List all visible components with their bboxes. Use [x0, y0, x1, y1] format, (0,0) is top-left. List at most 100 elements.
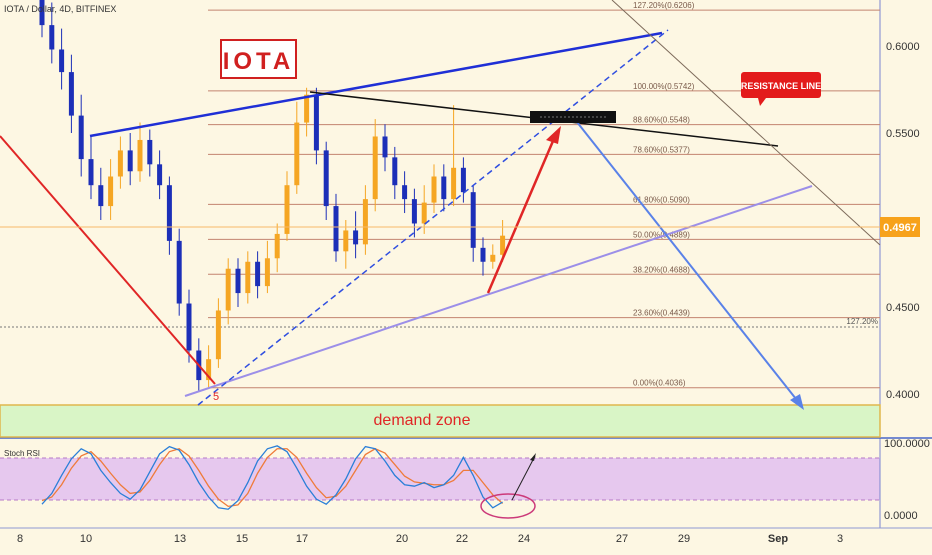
downtrend-line — [0, 135, 216, 385]
candle-body — [441, 176, 447, 200]
fib-level-label: 61.80%(0.5090) — [633, 195, 690, 204]
fib-127-offset-label: 127.20% — [846, 317, 878, 326]
candle-body — [127, 150, 133, 172]
fib-level-label: 23.60%(0.4439) — [633, 309, 690, 318]
candle-body — [206, 359, 212, 381]
candle-body — [264, 258, 270, 287]
time-tick-label: 24 — [518, 533, 530, 545]
stoch-up-arrow — [511, 455, 536, 501]
stoch-band — [0, 458, 880, 500]
axis-layer: 0.6000 0.5500 0.4500 0.4000 100.0000 0.0000 8 1… — [17, 41, 930, 545]
demand-zone-label: demand zone — [374, 412, 471, 429]
time-tick-label: 15 — [236, 533, 248, 545]
candle-body — [372, 136, 378, 200]
candles-layer — [39, 0, 506, 391]
candle-body — [108, 176, 114, 207]
candle-body — [274, 233, 280, 259]
candle-body — [431, 176, 437, 203]
time-tick-label: Sep — [768, 533, 788, 545]
current-price-box — [880, 217, 920, 237]
candle-body — [166, 185, 172, 241]
fib-level-label: 38.20%(0.4688) — [633, 265, 690, 274]
candle-body — [59, 49, 65, 73]
candle-body — [480, 247, 486, 262]
resistance-tag-label: RESISTANCE LINE — [741, 81, 821, 91]
up-arrow-head — [546, 126, 561, 144]
candle-body — [88, 159, 94, 186]
price-pane — [0, 0, 880, 438]
candle-body — [137, 139, 143, 172]
fib-level-label: 50.00%(0.4889) — [633, 230, 690, 239]
down-arrow-head — [790, 394, 804, 410]
time-tick-label: 20 — [396, 533, 408, 545]
price-tick-label: 0.4000 — [886, 389, 920, 401]
candle-body — [49, 25, 55, 50]
candle-body — [323, 150, 329, 207]
stoch-tick-label: 0.0000 — [884, 510, 918, 522]
resistance-tag-box — [741, 72, 821, 98]
candle-body — [392, 157, 398, 186]
time-tick-label: 22 — [456, 533, 468, 545]
up-projection-line — [486, 133, 558, 294]
stoch-layer — [41, 445, 504, 510]
candle-body — [304, 94, 310, 123]
candle-body — [215, 310, 221, 360]
candle-body — [343, 230, 349, 252]
candle-body — [353, 230, 359, 245]
stoch-tick-label: 100.0000 — [884, 438, 930, 450]
candle-body — [68, 72, 74, 116]
upper-channel-line — [89, 31, 663, 138]
fib-level-label: 78.60%(0.5377) — [633, 145, 690, 154]
candle-body — [98, 185, 104, 207]
fib-level-label: 0.00%(0.4036) — [633, 379, 686, 388]
candle-body — [500, 235, 506, 255]
candle-body — [255, 261, 261, 287]
iota-title: IOTA — [223, 48, 295, 75]
candle-body — [186, 303, 192, 351]
time-tick-label: 8 — [17, 533, 23, 545]
candle-body — [147, 139, 153, 165]
candle-body — [382, 136, 388, 158]
iota-title-box — [220, 39, 297, 79]
fib-level-label: 88.60%(0.5548) — [633, 116, 690, 125]
resistance-tag-pointer — [758, 98, 766, 106]
time-tick-label: 29 — [678, 533, 690, 545]
wave-5-label: 5 — [213, 391, 219, 403]
candle-body — [490, 254, 496, 262]
oversold-circle — [480, 493, 536, 519]
price-tick-label: 0.6000 — [886, 41, 920, 53]
time-tick-label: 13 — [174, 533, 186, 545]
candle-body — [235, 268, 241, 294]
candle-body — [402, 185, 408, 200]
stoch-label: Stoch RSI — [4, 449, 40, 458]
candle-body — [411, 199, 417, 224]
fib-level-label: 127.20%(0.6206) — [633, 1, 695, 10]
candle-body — [284, 185, 290, 234]
down-projection-line — [572, 116, 801, 405]
stoch-up-arrow-head — [530, 453, 536, 461]
stoch-k-line — [41, 445, 503, 510]
lower-support-line — [184, 185, 813, 397]
candle-body — [39, 0, 45, 26]
time-tick-label: 3 — [837, 533, 843, 545]
price-tick-label: 0.5500 — [886, 128, 920, 140]
dashed-trend-line — [197, 29, 669, 406]
time-tick-label: 10 — [80, 533, 92, 545]
outer-resistance-line — [611, 0, 881, 246]
symbol-label: IOTA / Dollar, 4D, BITFINEX — [4, 4, 116, 14]
demand-zone-box — [0, 404, 881, 438]
time-tick-label: 27 — [616, 533, 628, 545]
current-price-label: 0.4967 — [883, 222, 917, 234]
candle-body — [294, 122, 300, 186]
candle-body — [470, 192, 476, 248]
candle-body — [176, 240, 182, 304]
candle-body — [333, 206, 339, 252]
candle-body — [245, 261, 251, 294]
candle-body — [225, 268, 231, 311]
candle-body — [362, 199, 368, 245]
price-tick-label: 0.4500 — [886, 302, 920, 314]
candle-body — [157, 164, 163, 186]
candle-body — [313, 94, 319, 151]
